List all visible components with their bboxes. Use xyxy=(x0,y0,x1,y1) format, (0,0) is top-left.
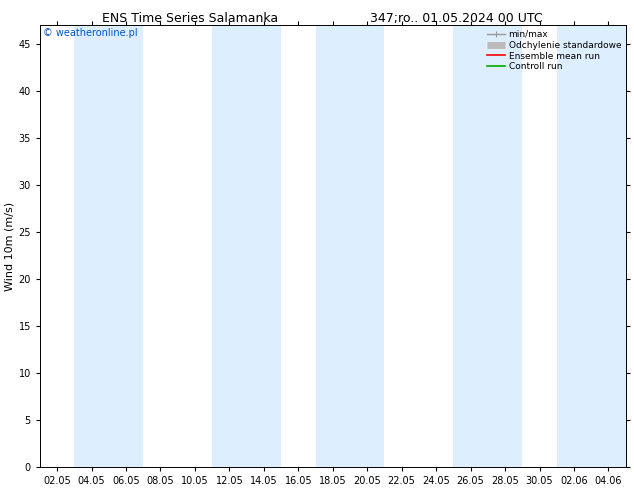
Bar xyxy=(557,25,626,467)
Bar xyxy=(212,25,281,467)
Bar xyxy=(316,25,384,467)
Y-axis label: Wind 10m (m/s): Wind 10m (m/s) xyxy=(4,201,14,291)
Legend: min/max, Odchylenie standardowe, Ensemble mean run, Controll run: min/max, Odchylenie standardowe, Ensembl… xyxy=(487,30,621,72)
Bar xyxy=(453,25,522,467)
Bar xyxy=(74,25,143,467)
Text: © weatheronline.pl: © weatheronline.pl xyxy=(42,28,138,38)
Text: ENS Time Series Salamanka: ENS Time Series Salamanka xyxy=(102,12,278,25)
Text: 347;ro.. 01.05.2024 00 UTC: 347;ro.. 01.05.2024 00 UTC xyxy=(370,12,543,25)
